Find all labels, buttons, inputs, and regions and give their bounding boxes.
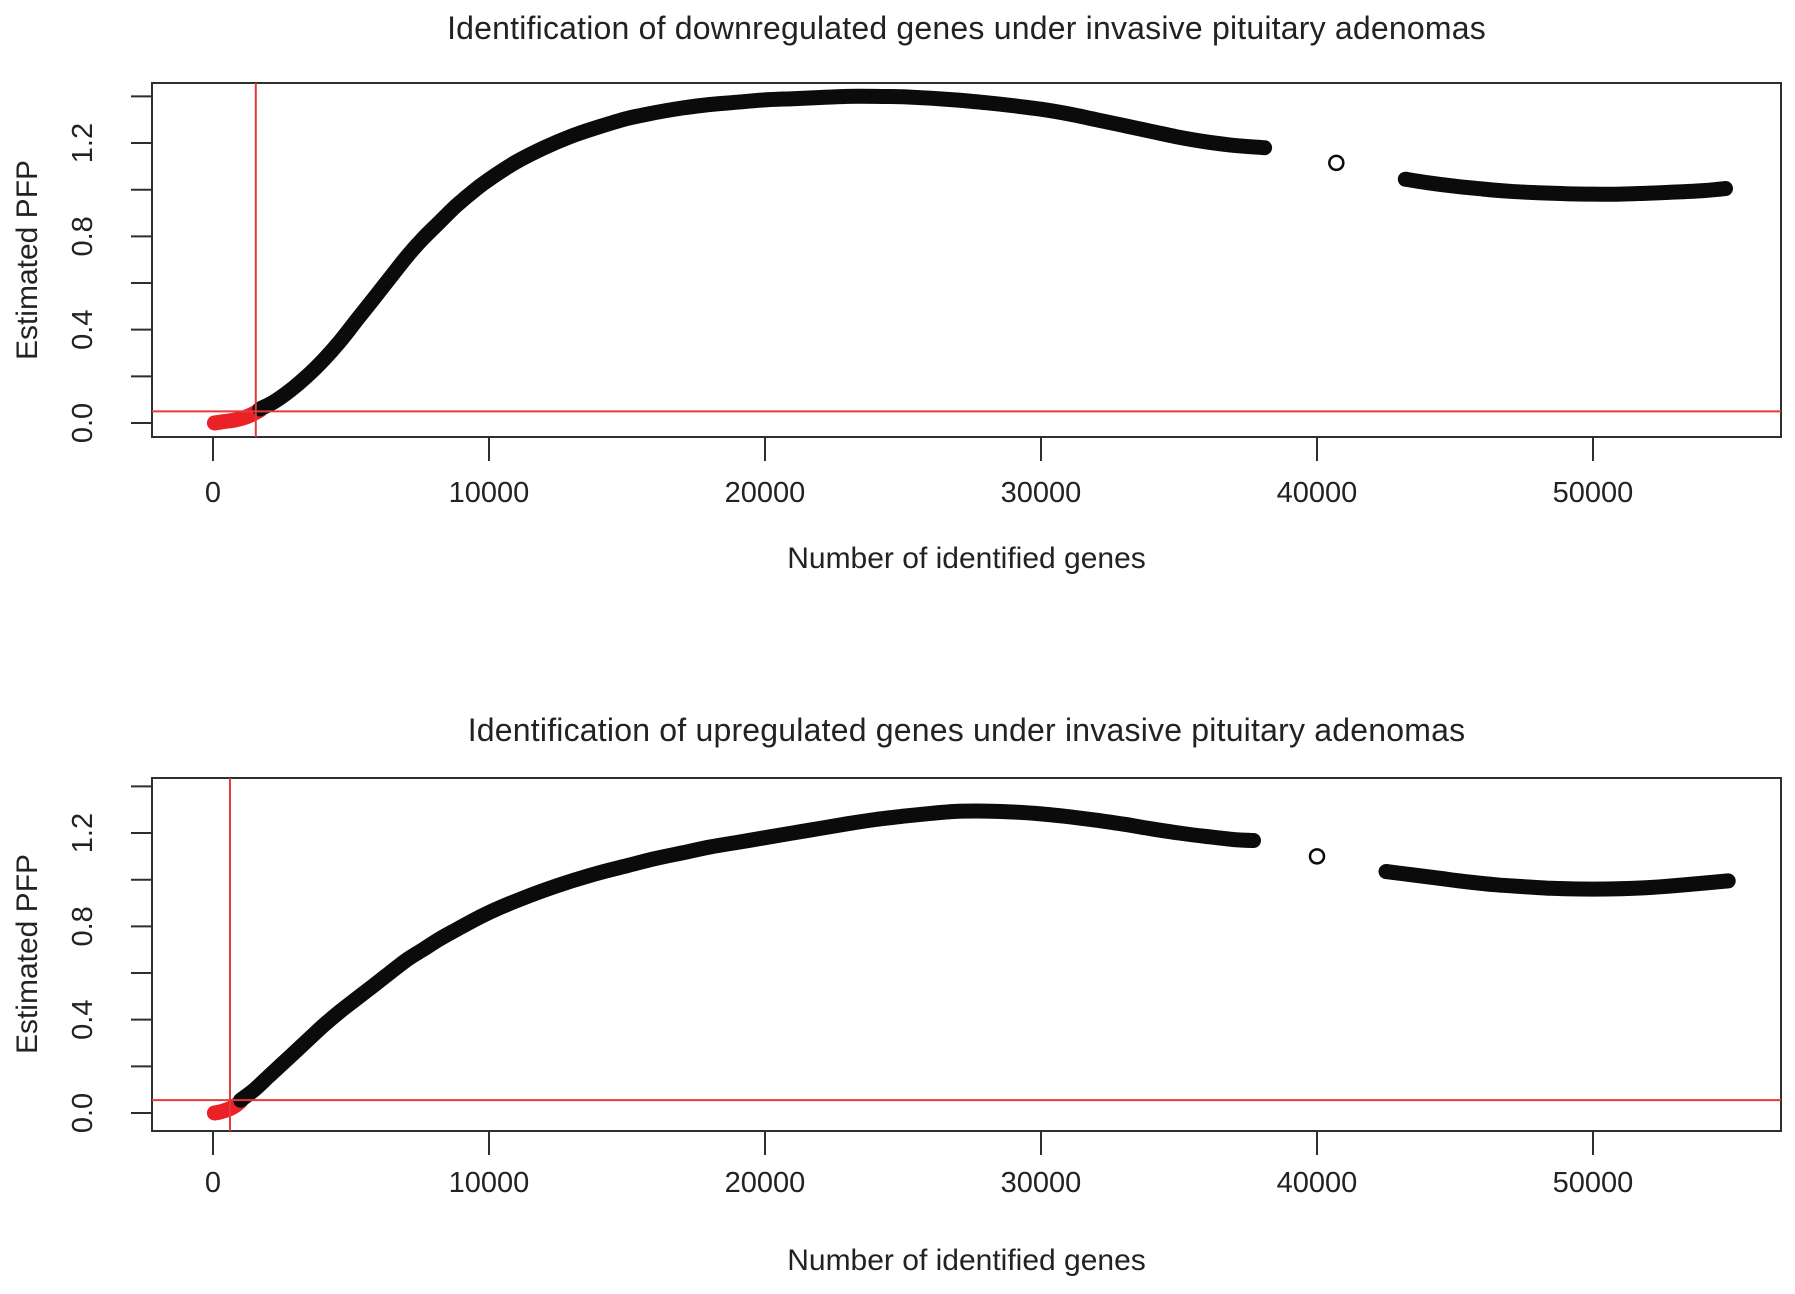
y-axis-tick-label: 0.8: [67, 216, 99, 256]
x-axis-tick-label: 20000: [725, 477, 806, 509]
bottom-chart-y-axis-label: Estimated PFP: [11, 853, 44, 1055]
plot-frame: [151, 777, 1782, 1132]
top-chart-title: Identification of downregulated genes un…: [447, 10, 1486, 46]
x-axis-tick-label: 10000: [449, 477, 530, 509]
x-axis-tick-label: 0: [205, 1167, 221, 1199]
significant-genes-band: [206, 402, 268, 431]
x-axis-tick-label: 40000: [1277, 477, 1358, 509]
pfp-curve-right-band: [1397, 171, 1733, 202]
bottom-chart-x-axis-label: Number of identified genes: [787, 1244, 1146, 1277]
top-chart-y-axis-label: Estimated PFP: [11, 159, 44, 361]
x-axis-tick-label: 50000: [1553, 477, 1634, 509]
y-axis-tick-label: 0.4: [67, 1000, 99, 1040]
x-axis-tick-label: 50000: [1553, 1167, 1634, 1199]
y-axis-tick-label: 0.0: [67, 403, 99, 443]
top-chart-x-axis-label: Number of identified genes: [787, 542, 1146, 575]
x-axis-tick-label: 10000: [449, 1167, 530, 1199]
y-axis-tick-label: 0.4: [67, 310, 99, 350]
x-axis-tick-label: 30000: [1001, 477, 1082, 509]
pfp-curve-main-band: [252, 88, 1273, 417]
y-axis-tick-label: 0.0: [67, 1093, 99, 1133]
pfp-curve-right-band: [1378, 864, 1736, 897]
y-axis-tick-label: 1.2: [67, 813, 99, 853]
plot-frame: [151, 82, 1782, 438]
x-axis-tick-label: 40000: [1277, 1167, 1358, 1199]
y-axis-tick-label: 0.8: [67, 906, 99, 946]
x-axis-tick-label: 20000: [725, 1167, 806, 1199]
open-circle-point: [1328, 154, 1345, 172]
bottom-chart-title: Identification of upregulated genes unde…: [467, 712, 1466, 748]
x-axis-tick-label: 0: [205, 477, 221, 509]
y-axis-tick-label: 1.2: [67, 123, 99, 163]
pfp-curve-main-band: [233, 803, 1261, 1108]
x-axis-tick-label: 30000: [1001, 1167, 1082, 1199]
open-circle-point: [1308, 848, 1326, 865]
